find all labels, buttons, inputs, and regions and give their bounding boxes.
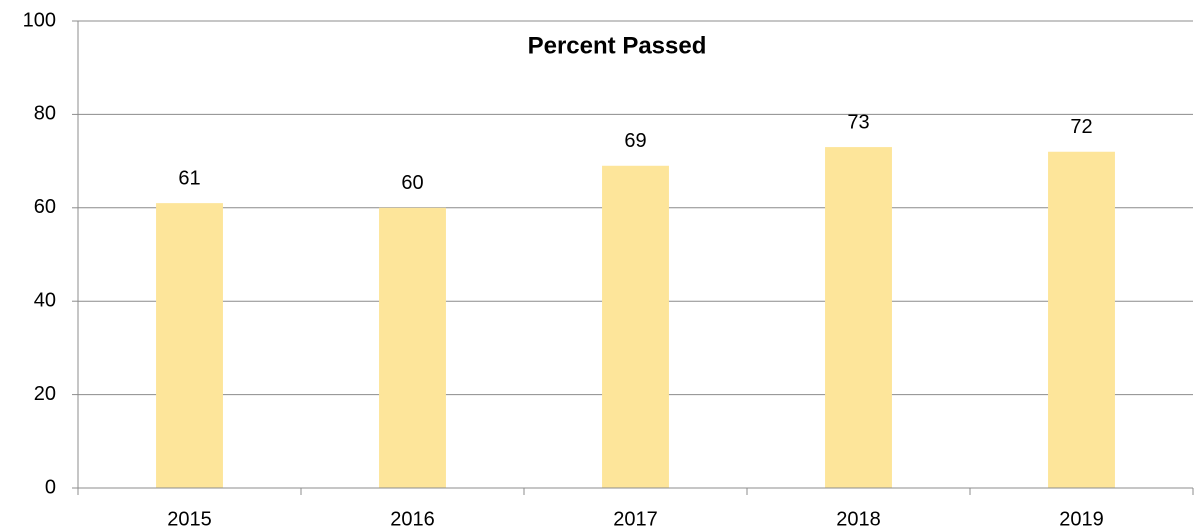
- bar: [156, 203, 223, 488]
- y-tick-label: 100: [23, 9, 56, 31]
- x-tick-label: 2019: [1059, 508, 1104, 530]
- data-label: 60: [401, 172, 423, 194]
- x-tick-label: 2015: [167, 508, 212, 530]
- x-tick-label: 2016: [390, 508, 435, 530]
- data-label: 73: [847, 111, 869, 133]
- y-tick-label: 0: [45, 476, 56, 498]
- data-label: 69: [624, 130, 646, 152]
- y-tick-label: 80: [34, 103, 56, 125]
- bar: [379, 207, 446, 489]
- y-tick-label: 40: [34, 289, 56, 311]
- y-tick-label: 60: [34, 196, 56, 218]
- data-label: 72: [1070, 116, 1092, 138]
- x-tick-label: 2018: [836, 508, 881, 530]
- data-label: 61: [178, 167, 200, 189]
- bar: [1048, 151, 1115, 488]
- y-tick-label: 20: [34, 383, 56, 405]
- x-tick-label: 2017: [613, 508, 658, 530]
- bar: [602, 165, 669, 488]
- chart-title: Percent Passed: [528, 32, 707, 59]
- bar: [825, 147, 892, 488]
